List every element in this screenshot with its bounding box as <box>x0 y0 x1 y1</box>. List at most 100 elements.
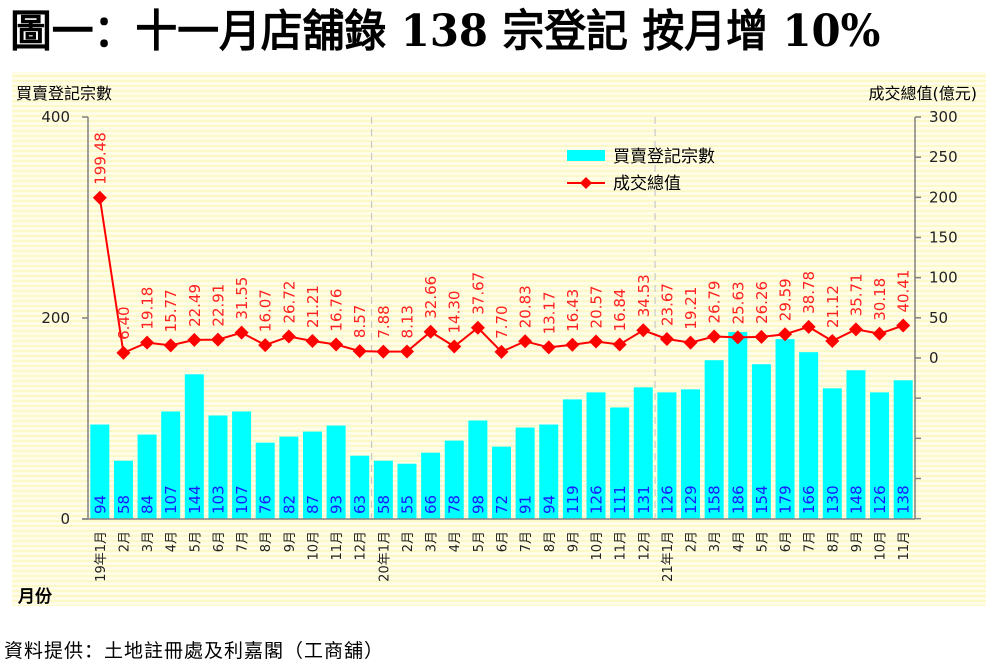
bar <box>492 446 511 519</box>
bar <box>846 370 866 519</box>
bar-data-label: 94 <box>91 495 109 514</box>
bar <box>255 442 275 519</box>
line-marker-diamond <box>140 335 155 350</box>
bar <box>539 424 559 519</box>
line-data-label: 7.70 <box>493 305 511 338</box>
line-marker-diamond <box>754 329 769 344</box>
bar <box>184 374 204 519</box>
line-data-label: 20.83 <box>517 285 535 328</box>
line-marker-diamond <box>470 320 485 335</box>
line-data-label: 26.26 <box>753 281 771 324</box>
line-data-label: 26.72 <box>280 281 298 324</box>
bar-data-label: 138 <box>895 485 913 514</box>
bar <box>799 352 819 519</box>
line-data-label: 35.71 <box>847 273 865 316</box>
line-marker-diamond <box>565 337 580 352</box>
line-marker-diamond <box>163 338 178 353</box>
line-data-label: 30.18 <box>871 278 889 321</box>
line-series <box>92 190 911 360</box>
line-marker-diamond <box>541 340 556 355</box>
x-tick-label: 20年1月 <box>377 531 392 582</box>
x-tick-labels: 19年1月 2月 3月 4月 5月 6月 7月 8月 9月 10月 11月 12月 20年1月 2月 3月 4… <box>94 531 912 582</box>
x-tick-label: 7月 <box>519 531 534 552</box>
bar <box>161 411 181 519</box>
line-labels: 199.48 6.40 19.18 15.77 22.49 22.91 31.55 16.07… <box>91 132 912 340</box>
line-marker-diamond <box>636 323 651 338</box>
bar-data-label: 91 <box>517 495 535 514</box>
x-tick-label: 11月 <box>897 531 912 561</box>
line-data-label: 15.77 <box>162 289 180 332</box>
line-marker-diamond <box>612 337 627 352</box>
line-data-label: 21.21 <box>304 285 322 328</box>
legend-label-line: 成交總值 <box>613 174 681 194</box>
x-tick-label: 6月 <box>496 531 511 552</box>
bar-data-label: 111 <box>611 485 629 514</box>
y-tick-label-right: 200 <box>929 188 958 206</box>
bar <box>704 360 724 519</box>
x-tick-label: 9月 <box>283 531 298 552</box>
line-marker-diamond <box>305 333 320 348</box>
bar-data-label: 158 <box>706 485 724 514</box>
bar <box>610 407 630 519</box>
line-marker-diamond <box>329 337 344 352</box>
bar-labels: 94 58 84 107 144 103 107 76 82 87 93 63 58 55 66 78 98 72… <box>91 485 912 514</box>
line-marker-diamond <box>258 338 273 353</box>
x-tick-label: 5月 <box>188 531 203 552</box>
bar-data-label: 84 <box>139 495 157 514</box>
line-marker-diamond <box>730 330 745 345</box>
line-data-label: 14.30 <box>446 291 464 334</box>
bar <box>822 388 842 519</box>
line-marker-diamond <box>352 344 367 359</box>
line-marker-diamond <box>683 335 698 350</box>
x-tick-label: 4月 <box>732 531 747 552</box>
y-tick-label-right: 300 <box>929 108 958 126</box>
x-tick-label: 6月 <box>212 531 227 552</box>
line-data-label: 38.78 <box>800 271 818 314</box>
bar-data-label: 103 <box>209 485 227 514</box>
x-tick-label: 8月 <box>826 531 841 552</box>
line-data-label: 199.48 <box>91 132 109 185</box>
x-tick-label: 2月 <box>685 531 700 552</box>
x-tick-label: 4月 <box>448 531 463 552</box>
y-tick-label-left: 200 <box>41 309 70 327</box>
bar-data-label: 107 <box>162 485 180 514</box>
bar-data-label: 58 <box>375 495 393 514</box>
line-marker-diamond <box>872 326 887 341</box>
line-data-label: 13.17 <box>540 291 558 334</box>
y-axis-left-label: 買賣登記宗數 <box>16 84 113 103</box>
bar <box>468 420 488 519</box>
bar-data-label: 144 <box>186 485 204 514</box>
line-marker-diamond <box>825 334 840 349</box>
x-tick-label: 10月 <box>306 531 321 561</box>
line-marker-diamond <box>707 329 722 344</box>
bar-series <box>90 332 913 519</box>
bar <box>326 425 346 519</box>
bar-data-label: 82 <box>280 495 298 514</box>
bar-data-label: 179 <box>777 485 795 514</box>
bar <box>586 392 606 519</box>
line-data-label: 19.18 <box>139 287 157 330</box>
bar <box>444 440 464 519</box>
bar <box>373 460 393 519</box>
bar-data-label: 55 <box>398 495 416 514</box>
bar-data-label: 76 <box>257 495 275 514</box>
year-dividers <box>370 117 656 519</box>
y-axis-right-label: 成交總值(億元) <box>868 84 978 103</box>
line-marker-diamond <box>494 344 509 359</box>
line-data-label: 16.84 <box>611 289 629 332</box>
line-marker-diamond <box>399 344 414 359</box>
line-data-label: 16.43 <box>564 289 582 332</box>
bar <box>562 399 582 519</box>
x-tick-label: 12月 <box>354 531 369 561</box>
bar <box>681 389 701 519</box>
x-tick-label: 5月 <box>472 531 487 552</box>
x-tick-label: 2月 <box>401 531 416 552</box>
x-tick-label: 8月 <box>259 531 274 552</box>
bar-data-label: 126 <box>871 485 889 514</box>
bar <box>515 427 535 519</box>
line-data-label: 32.66 <box>422 276 440 319</box>
x-tick-label: 12月 <box>637 531 652 561</box>
bar-data-label: 98 <box>469 495 487 514</box>
bar <box>232 411 252 519</box>
